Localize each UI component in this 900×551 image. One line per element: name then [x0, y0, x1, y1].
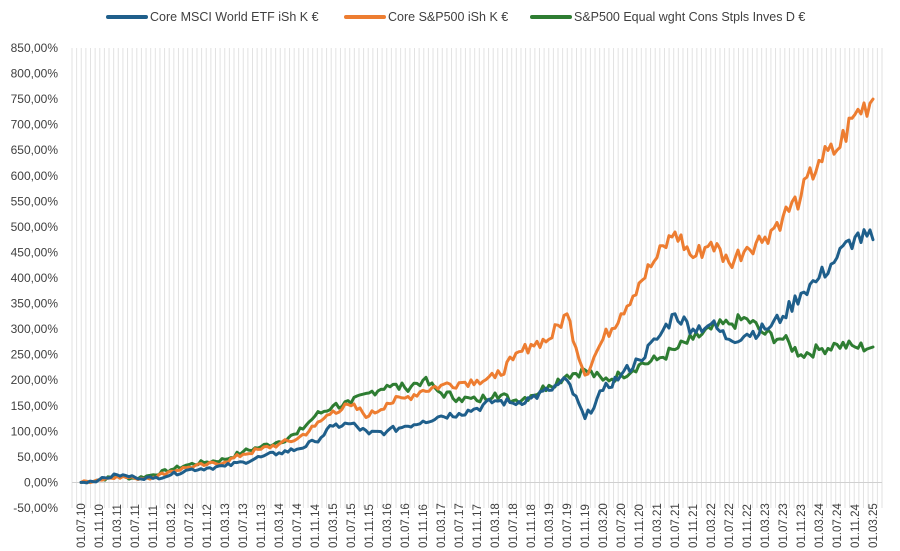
x-tick-label: 01.03.23	[760, 503, 772, 548]
series-line-2	[79, 313, 875, 484]
legend-label-2: S&P500 Equal wght Cons Stpls Inves D €	[574, 10, 805, 24]
y-tick-label: 600,00%	[11, 169, 59, 183]
series-lines	[79, 97, 875, 485]
x-tick-label: 01.03.18	[490, 503, 502, 548]
y-tick-label: 500,00%	[11, 220, 59, 234]
x-tick-label: 01.03.16	[382, 503, 394, 548]
y-tick-label: 450,00%	[11, 245, 59, 259]
x-tick-label: 01.03.19	[544, 503, 556, 548]
y-tick-label: 850,00%	[11, 41, 59, 55]
x-tick-label: 01.03.20	[598, 503, 610, 548]
y-tick-label: 650,00%	[11, 143, 59, 157]
x-tick-label: 01.11.24	[850, 503, 862, 548]
x-tick-label: 01.07.22	[724, 503, 736, 548]
x-tick-label: 01.11.20	[634, 504, 646, 548]
x-tick-label: 01.11.15	[364, 504, 376, 548]
x-tick-label: 01.03.13	[220, 503, 232, 548]
x-tick-label: 01.03.17	[436, 503, 448, 548]
x-tick-label: 01.07.11	[130, 504, 142, 548]
y-tick-label: 750,00%	[11, 92, 59, 106]
legend: Core MSCI World ETF iSh K € Core S&P500 i…	[106, 10, 805, 24]
legend-label-1: Core S&P500 iSh K €	[388, 10, 508, 24]
y-tick-label: 250,00%	[11, 348, 59, 362]
y-tick-label: 150,00%	[11, 399, 59, 413]
x-tick-label: 01.11.10	[94, 504, 106, 548]
x-tick-label: 01.07.24	[832, 503, 844, 548]
x-tick-label: 01.03.21	[652, 503, 664, 548]
x-tick-label: 01.03.11	[112, 504, 124, 548]
x-tick-label: 01.07.17	[454, 503, 466, 548]
vertical-gridlines	[71, 48, 883, 508]
y-tick-label: 800,00%	[11, 67, 59, 81]
x-axis-tick-labels: 01.07.10 01.11.10 01.03.11 01.07.11 01.11.11…	[76, 503, 880, 548]
x-tick-label: 01.03.12	[166, 503, 178, 548]
x-tick-label: 01.07.21	[670, 503, 682, 548]
x-tick-label: 01.07.16	[400, 503, 412, 548]
y-tick-label: 300,00%	[11, 322, 59, 336]
x-tick-label: 01.07.12	[184, 503, 196, 548]
x-tick-label: 01.03.24	[814, 503, 826, 548]
x-tick-label: 01.07.14	[292, 503, 304, 548]
y-tick-label: 350,00%	[11, 297, 59, 311]
x-tick-label: 01.11.11	[148, 505, 160, 548]
x-tick-label: 01.03.22	[706, 503, 718, 548]
x-tick-label: 01.11.21	[688, 504, 700, 548]
x-tick-label: 01.03.15	[328, 503, 340, 548]
y-axis-tick-labels: -50,00% 0,00% 50,00% 100,00% 150,00% 200,00% 2…	[11, 41, 59, 515]
x-tick-label: 01.07.13	[238, 503, 250, 548]
series-line-0	[79, 228, 875, 485]
x-tick-label: 01.11.16	[418, 504, 430, 548]
x-tick-label: 01.07.23	[778, 503, 790, 548]
series-line-1	[79, 97, 875, 484]
legend-label-0: Core MSCI World ETF iSh K €	[150, 10, 319, 24]
y-tick-label: 50,00%	[17, 450, 58, 464]
x-tick-label: 01.07.18	[508, 503, 520, 548]
x-tick-label: 01.11.17	[472, 504, 484, 548]
y-tick-label: 400,00%	[11, 271, 59, 285]
x-tick-label: 01.11.14	[310, 503, 322, 548]
x-tick-label: 01.07.15	[346, 503, 358, 548]
y-tick-label: 200,00%	[11, 373, 59, 387]
x-tick-label: 01.07.19	[562, 503, 574, 548]
x-tick-label: 01.07.20	[616, 503, 628, 548]
x-tick-label: 01.03.25	[868, 503, 880, 548]
x-tick-label: 01.11.13	[256, 504, 268, 548]
x-tick-label: 01.11.19	[580, 504, 592, 548]
x-tick-label: 01.03.14	[274, 503, 286, 548]
x-tick-label: 01.11.18	[526, 504, 538, 548]
x-tick-label: 01.07.10	[76, 503, 88, 548]
x-tick-label: 01.11.23	[796, 504, 808, 548]
x-tick-label: 01.11.22	[742, 504, 754, 548]
y-tick-label: 0,00%	[24, 475, 58, 489]
y-tick-label: 550,00%	[11, 194, 59, 208]
x-tick-label: 01.11.12	[202, 504, 214, 548]
y-tick-label: -50,00%	[13, 501, 58, 515]
y-tick-label: 700,00%	[11, 118, 59, 132]
y-tick-label: 100,00%	[11, 424, 59, 438]
